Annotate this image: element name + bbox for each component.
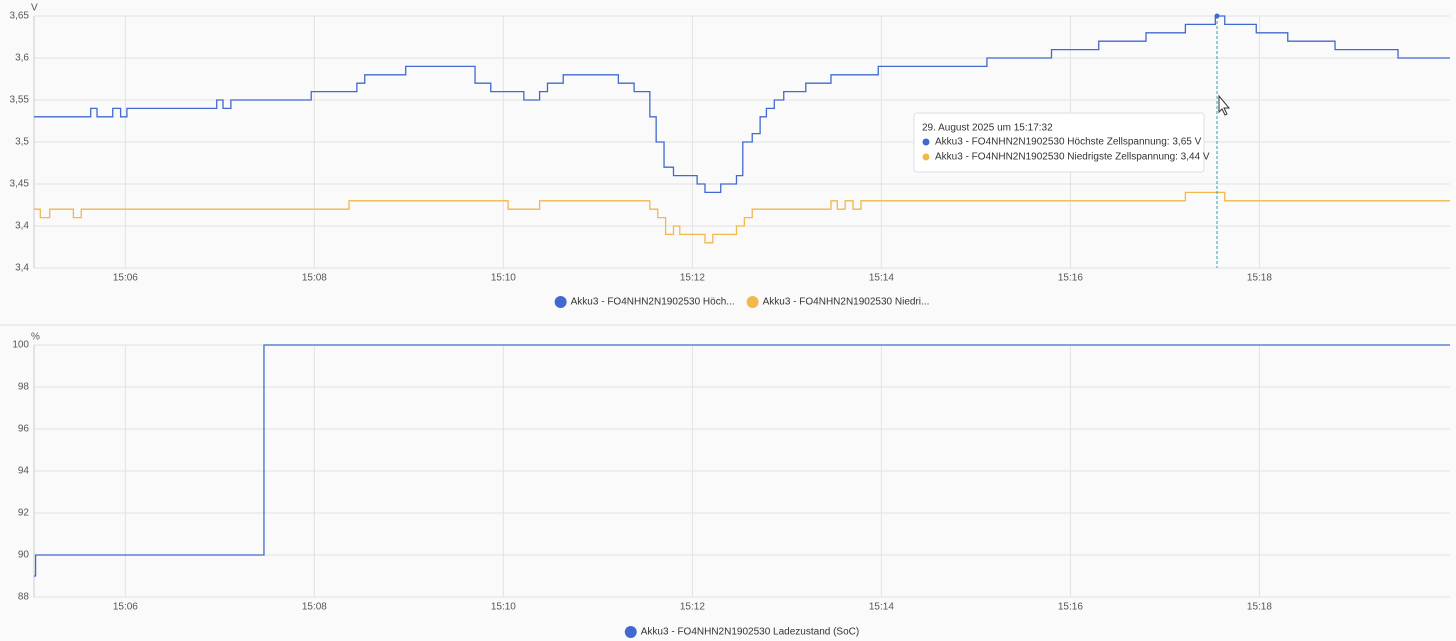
voltage-chart: V 3,4 3,4 3,45 3,5 3,55 3,6 3,65 15:06 15:08 15:10… [10,3,1450,308]
x-tick-label: 15:12 [680,273,705,284]
x-tick-label: 15:12 [680,602,705,613]
legend-marker [746,296,759,308]
legend-label: Akku3 - FO4NHN2N1902530 Niedri... [763,297,930,308]
x-tick-label: 15:10 [491,273,516,284]
tooltip-line: Akku3 - FO4NHN2N1902530 Höchste Zellspan… [935,137,1202,148]
x-tick-label: 15:08 [302,602,327,613]
x-tick-label: 15:18 [1247,602,1272,613]
legend-marker [624,626,637,638]
y-tick-label: 3,5 [15,137,29,148]
legend-marker [554,296,567,308]
y-tick-label: 90 [18,550,30,561]
tooltip-marker [922,138,930,146]
y-tick-label: 92 [18,508,30,519]
x-tick-label: 15:18 [1247,273,1272,284]
x-tick-label: 15:16 [1058,602,1083,613]
y-unit: V [31,3,38,14]
y-tick-label: 96 [18,424,30,435]
x-tick-label: 15:16 [1058,273,1083,284]
y-tick-label: 98 [18,382,30,393]
x-tick-label: 15:14 [869,273,894,284]
y-tick-label: 94 [18,466,30,477]
y-tick-label: 100 [12,340,29,351]
hover-dot [1214,13,1220,19]
y-unit: % [31,332,40,343]
y-tick-label: 3,6 [15,53,29,64]
y-tick-label: 3,4 [15,221,29,232]
y-tick-label: 3,45 [10,179,30,190]
y-tick-label: 3,4 [15,263,29,274]
tooltip-marker [922,153,930,161]
tooltip: 29. August 2025 um 15:17:32 Akku3 - FO4N… [913,112,1210,173]
x-tick-label: 15:10 [491,602,516,613]
legend-label: Akku3 - FO4NHN2N1902530 Höch... [571,297,735,308]
series-line [34,191,1450,244]
y-tick-label: 88 [18,592,30,603]
soc-chart: % 88 90 92 94 96 98 100 15:06 15:08 15:10 15:12 15:1… [12,332,1450,638]
series-line [34,15,1450,194]
x-tick-label: 15:08 [302,273,327,284]
y-tick-label: 3,55 [10,95,30,106]
tooltip-title: 29. August 2025 um 15:17:32 [922,123,1053,134]
tooltip-box [913,112,1205,173]
x-tick-label: 15:14 [869,602,894,613]
tooltip-line: Akku3 - FO4NHN2N1902530 Niedrigste Zells… [935,152,1210,163]
legend-label: Akku3 - FO4NHN2N1902530 Ladezustand (SoC… [641,627,859,638]
x-tick-label: 15:06 [113,273,138,284]
series-line [34,344,1450,577]
y-tick-label: 3,65 [10,11,30,22]
x-tick-label: 15:06 [113,602,138,613]
mouse-cursor [1218,94,1231,116]
